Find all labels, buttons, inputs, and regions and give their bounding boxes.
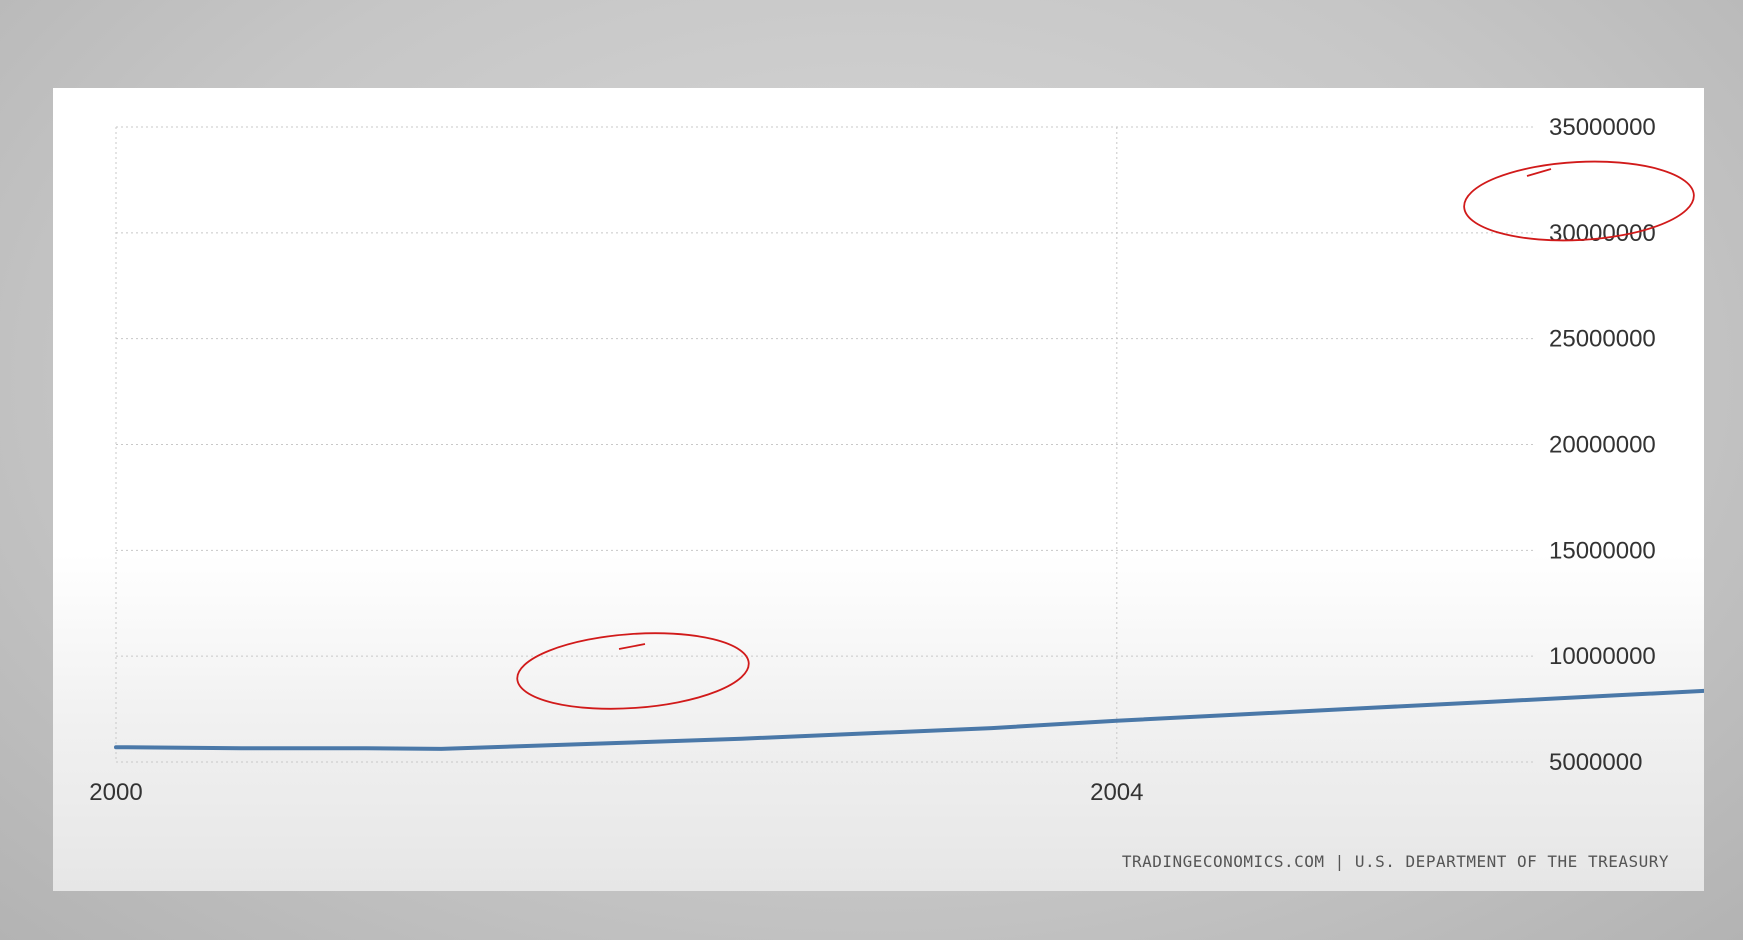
annotation-circle-2008 xyxy=(516,632,750,710)
source-credit: TRADINGECONOMICS.COM | U.S. DEPARTMENT O… xyxy=(1122,852,1669,871)
series-line xyxy=(114,688,1704,751)
y-tick-label: 20000000 xyxy=(1549,432,1656,459)
x-tick-label: 2000 xyxy=(89,779,142,806)
series-group xyxy=(114,688,1704,751)
x-gridlines xyxy=(115,127,1118,762)
y-axis-tick-labels: 35000000 30000000 25000000 20000000 15000000… xyxy=(1549,114,1656,776)
y-tick-label: 30000000 xyxy=(1549,220,1656,247)
annotation-circle-2022 xyxy=(1463,160,1695,242)
y-tick-label: 25000000 xyxy=(1549,326,1656,353)
line-chart: 200020042008201220162020 350000003000000… xyxy=(89,114,1704,871)
annotation-arrow-2022 xyxy=(1526,168,1552,177)
annotation-arrow-2008 xyxy=(618,643,646,650)
y-tick-label: 5000000 xyxy=(1549,749,1642,776)
y-gridlines xyxy=(116,126,1533,763)
y-tick-label: 15000000 xyxy=(1549,537,1656,564)
chart-panel: 200020042008201220162020 350000003000000… xyxy=(53,88,1704,891)
x-tick-label: 2004 xyxy=(1090,779,1143,806)
y-tick-label: 35000000 xyxy=(1549,114,1656,141)
y-tick-label: 10000000 xyxy=(1549,643,1656,670)
x-axis-tick-labels: 200020042008201220162020 xyxy=(89,779,1143,806)
annotation-circles xyxy=(516,160,1695,710)
